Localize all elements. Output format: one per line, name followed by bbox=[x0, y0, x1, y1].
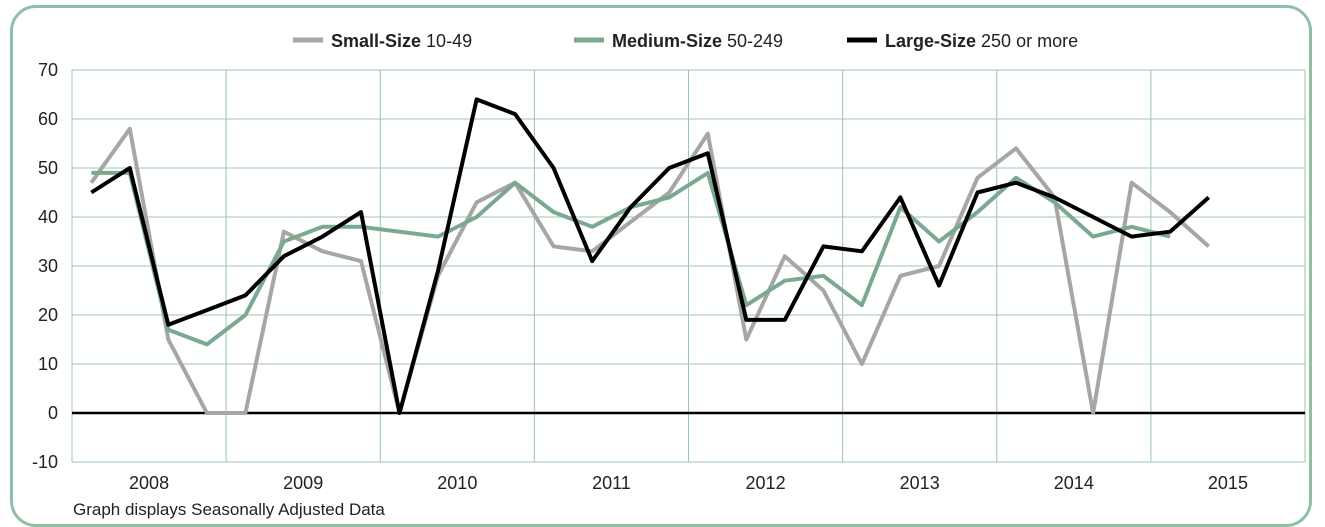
legend-series-range: 250 or more bbox=[976, 31, 1078, 51]
y-tick-label: 40 bbox=[38, 207, 58, 227]
legend-series-name: Medium-Size bbox=[612, 31, 722, 51]
series-line-medium-size bbox=[91, 170, 1171, 347]
y-tick-label: 30 bbox=[38, 256, 58, 276]
y-tick-label: 0 bbox=[48, 403, 58, 423]
y-tick-label: 50 bbox=[38, 158, 58, 178]
legend-item-small-size: Small-Size 10-49 bbox=[293, 31, 472, 51]
y-tick-label: -10 bbox=[32, 452, 58, 472]
x-tick-label: 2013 bbox=[900, 473, 940, 493]
x-tick-label: 2011 bbox=[592, 473, 631, 493]
legend-item-medium-size: Medium-Size 50-249 bbox=[574, 31, 783, 51]
x-tick-label: 2008 bbox=[129, 473, 169, 493]
series-line-large-size bbox=[90, 97, 1211, 415]
legend-series-range: 50-249 bbox=[722, 31, 783, 51]
footnote: Graph displays Seasonally Adjusted Data bbox=[73, 500, 385, 519]
legend-label: Small-Size 10-49 bbox=[331, 31, 472, 51]
legend-series-range: 10-49 bbox=[421, 31, 472, 51]
series-layer bbox=[89, 97, 1211, 415]
y-tick-label: 60 bbox=[38, 109, 58, 129]
x-tick-label: 2010 bbox=[437, 473, 477, 493]
legend-label: Medium-Size 50-249 bbox=[612, 31, 783, 51]
x-tick-label: 2012 bbox=[746, 473, 786, 493]
x-tick-label: 2015 bbox=[1208, 473, 1248, 493]
y-tick-label: 70 bbox=[38, 60, 58, 80]
x-tick-label: 2014 bbox=[1054, 473, 1094, 493]
legend-label: Large-Size 250 or more bbox=[885, 31, 1078, 51]
series-line-small-size bbox=[89, 126, 1211, 415]
grid-layer bbox=[71, 69, 1306, 463]
y-tick-label: 20 bbox=[38, 305, 58, 325]
legend-series-name: Small-Size bbox=[331, 31, 421, 51]
y-tick-labels: -10 0 10 20 30 40 50 60 70 bbox=[32, 60, 58, 472]
legend: Small-Size 10-49 Medium-Size 50-249 Large-… bbox=[293, 31, 1078, 51]
legend-item-large-size: Large-Size 250 or more bbox=[847, 31, 1078, 51]
legend-series-name: Large-Size bbox=[885, 31, 976, 51]
x-tick-label: 2009 bbox=[283, 473, 323, 493]
y-tick-label: 10 bbox=[38, 354, 58, 374]
x-tick-labels: 2008 2009 2010 2011 2012 2013 2014 2015 bbox=[129, 473, 1248, 493]
